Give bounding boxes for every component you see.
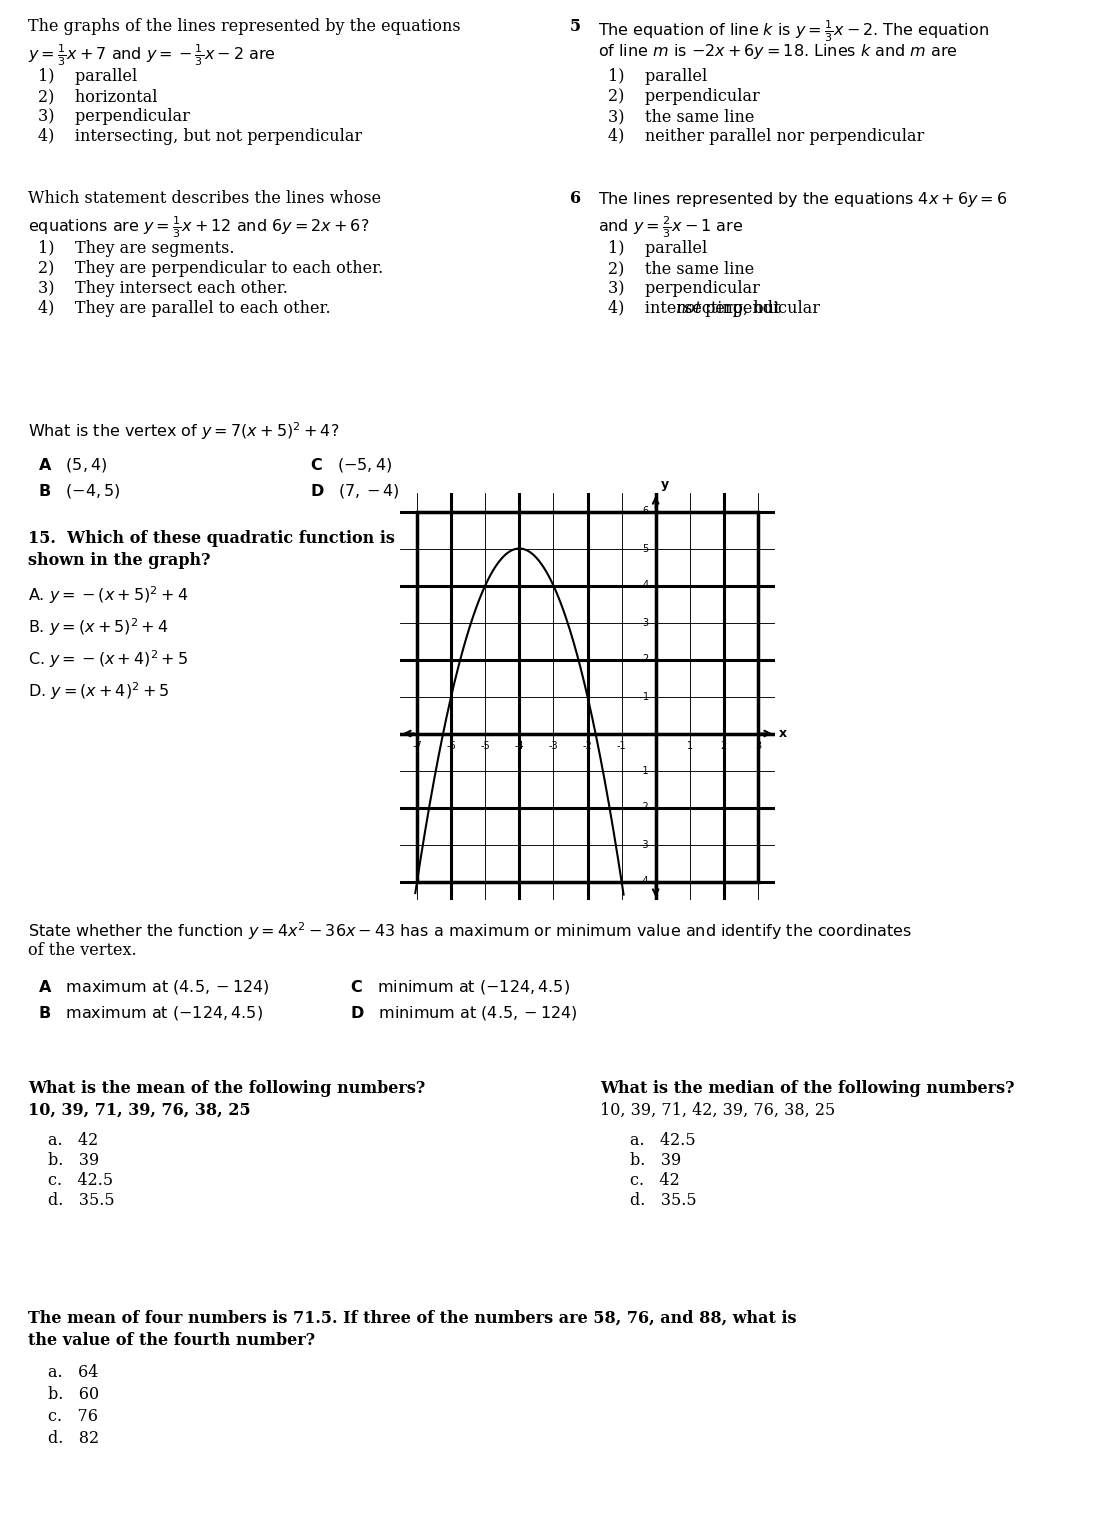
Text: Which statement describes the lines whose: Which statement describes the lines whos…	[28, 190, 381, 206]
Text: of the vertex.: of the vertex.	[28, 943, 137, 959]
Text: equations are $y=\frac{1}{3}x+12$ and $6y=2x+6$?: equations are $y=\frac{1}{3}x+12$ and $6…	[28, 214, 369, 240]
Text: 3: 3	[754, 741, 761, 751]
Text: -2: -2	[583, 741, 592, 751]
Text: -1: -1	[616, 741, 626, 751]
Text: -2: -2	[639, 803, 649, 812]
Text: a.   42: a. 42	[48, 1132, 99, 1149]
Text: 1: 1	[643, 692, 649, 701]
Text: 2)    perpendicular: 2) perpendicular	[608, 88, 760, 105]
Text: b.   60: b. 60	[48, 1386, 100, 1403]
Text: 4)    They are parallel to each other.: 4) They are parallel to each other.	[38, 301, 331, 317]
Text: 4: 4	[643, 580, 649, 591]
Text: 2: 2	[721, 741, 727, 751]
Text: 2)    horizontal: 2) horizontal	[38, 88, 158, 105]
Text: shown in the graph?: shown in the graph?	[28, 553, 210, 569]
Text: C. $y=-(x+4)^2+5$: C. $y=-(x+4)^2+5$	[28, 648, 188, 669]
Text: 4)    intersecting, but: 4) intersecting, but	[608, 301, 785, 317]
Text: What is the vertex of $y=7(x+5)^2+4$?: What is the vertex of $y=7(x+5)^2+4$?	[28, 420, 339, 442]
Text: b.   39: b. 39	[630, 1152, 681, 1169]
Text: What is the mean of the following numbers?: What is the mean of the following number…	[28, 1079, 425, 1098]
Text: The graphs of the lines represented by the equations: The graphs of the lines represented by t…	[28, 18, 461, 35]
Text: a.   42.5: a. 42.5	[630, 1132, 695, 1149]
Text: $\mathbf{B}$   $(-4,5)$: $\mathbf{B}$ $(-4,5)$	[38, 483, 120, 499]
Text: A. $y=-(x+5)^2+4$: A. $y=-(x+5)^2+4$	[28, 584, 188, 606]
Text: 2)    the same line: 2) the same line	[608, 260, 754, 276]
Text: 3)    perpendicular: 3) perpendicular	[608, 279, 760, 298]
Text: not: not	[676, 301, 702, 317]
Text: $\mathbf{C}$   minimum at $(-124,4.5)$: $\mathbf{C}$ minimum at $(-124,4.5)$	[350, 978, 569, 996]
Text: 2: 2	[643, 654, 649, 665]
Text: The equation of line $k$ is $y=\frac{1}{3}x-2$. The equation: The equation of line $k$ is $y=\frac{1}{…	[598, 18, 989, 44]
Text: and $y=\frac{2}{3}x-1$ are: and $y=\frac{2}{3}x-1$ are	[598, 214, 744, 240]
Text: 1)    They are segments.: 1) They are segments.	[38, 240, 234, 257]
Text: d.   35.5: d. 35.5	[48, 1192, 115, 1208]
Text: 4)    intersecting, but not perpendicular: 4) intersecting, but not perpendicular	[38, 128, 362, 146]
Text: -3: -3	[639, 839, 649, 850]
Text: 6: 6	[570, 190, 581, 206]
Text: 3: 3	[643, 618, 649, 627]
Text: State whether the function $y=4x^2-36x-43$ has a maximum or minimum value and id: State whether the function $y=4x^2-36x-4…	[28, 920, 912, 941]
Text: 1)    parallel: 1) parallel	[608, 68, 707, 85]
Text: 1)    parallel: 1) parallel	[608, 240, 707, 257]
Text: -6: -6	[447, 741, 456, 751]
Text: 3)    They intersect each other.: 3) They intersect each other.	[38, 279, 288, 298]
Text: 4)    neither parallel nor perpendicular: 4) neither parallel nor perpendicular	[608, 128, 924, 146]
Text: y: y	[660, 478, 669, 492]
Text: perpendicular: perpendicular	[700, 301, 820, 317]
Text: 2)    They are perpendicular to each other.: 2) They are perpendicular to each other.	[38, 260, 383, 276]
Text: 5: 5	[570, 18, 581, 35]
Text: b.   39: b. 39	[48, 1152, 100, 1169]
Text: a.   64: a. 64	[48, 1365, 99, 1381]
Text: x: x	[779, 727, 786, 739]
Text: -4: -4	[639, 876, 649, 887]
Text: $\mathbf{D}$   minimum at $(4.5,-124)$: $\mathbf{D}$ minimum at $(4.5,-124)$	[350, 1003, 578, 1022]
Text: 1)    parallel: 1) parallel	[38, 68, 137, 85]
Text: 10, 39, 71, 42, 39, 76, 38, 25: 10, 39, 71, 42, 39, 76, 38, 25	[600, 1102, 835, 1119]
Text: c.   76: c. 76	[48, 1409, 97, 1425]
Text: What is the median of the following numbers?: What is the median of the following numb…	[600, 1079, 1014, 1098]
Text: The lines represented by the equations $4x+6y=6$: The lines represented by the equations $…	[598, 190, 1007, 209]
Text: $\mathbf{C}$   $(-5,4)$: $\mathbf{C}$ $(-5,4)$	[310, 455, 392, 474]
Text: 5: 5	[643, 543, 649, 554]
Text: $\mathbf{A}$   $(5,4)$: $\mathbf{A}$ $(5,4)$	[38, 455, 107, 474]
Text: -5: -5	[481, 741, 491, 751]
Text: 6: 6	[643, 507, 649, 516]
Text: -3: -3	[549, 741, 558, 751]
Text: B. $y=(x+5)^2+4$: B. $y=(x+5)^2+4$	[28, 616, 169, 638]
Text: -7: -7	[412, 741, 422, 751]
Text: 10, 39, 71, 39, 76, 38, 25: 10, 39, 71, 39, 76, 38, 25	[28, 1102, 251, 1119]
Text: D. $y=(x+4)^2+5$: D. $y=(x+4)^2+5$	[28, 680, 170, 701]
Text: $\mathbf{D}$   $(7,-4)$: $\mathbf{D}$ $(7,-4)$	[310, 483, 400, 499]
Text: the value of the fourth number?: the value of the fourth number?	[28, 1331, 315, 1350]
Text: -4: -4	[515, 741, 525, 751]
Text: $y=\frac{1}{3}x+7$ and $y=-\frac{1}{3}x-2$ are: $y=\frac{1}{3}x+7$ and $y=-\frac{1}{3}x-…	[28, 43, 276, 68]
Text: 3)    perpendicular: 3) perpendicular	[38, 108, 189, 124]
Text: $\mathbf{A}$   maximum at $(4.5,-124)$: $\mathbf{A}$ maximum at $(4.5,-124)$	[38, 978, 269, 996]
Text: $\mathbf{B}$   maximum at $(-124,4.5)$: $\mathbf{B}$ maximum at $(-124,4.5)$	[38, 1003, 263, 1022]
Text: d.   82: d. 82	[48, 1430, 100, 1447]
Text: The mean of four numbers is 71.5. If three of the numbers are 58, 76, and 88, wh: The mean of four numbers is 71.5. If thr…	[28, 1310, 796, 1327]
Text: 15.  Which of these quadratic function is: 15. Which of these quadratic function is	[28, 530, 395, 546]
Text: d.   35.5: d. 35.5	[630, 1192, 696, 1208]
Text: of line $m$ is $-2x+6y=18$. Lines $k$ and $m$ are: of line $m$ is $-2x+6y=18$. Lines $k$ an…	[598, 43, 958, 61]
Text: -1: -1	[639, 765, 649, 776]
Text: 1: 1	[687, 741, 693, 751]
Text: 3)    the same line: 3) the same line	[608, 108, 754, 124]
Text: c.   42: c. 42	[630, 1172, 680, 1189]
Text: c.   42.5: c. 42.5	[48, 1172, 113, 1189]
